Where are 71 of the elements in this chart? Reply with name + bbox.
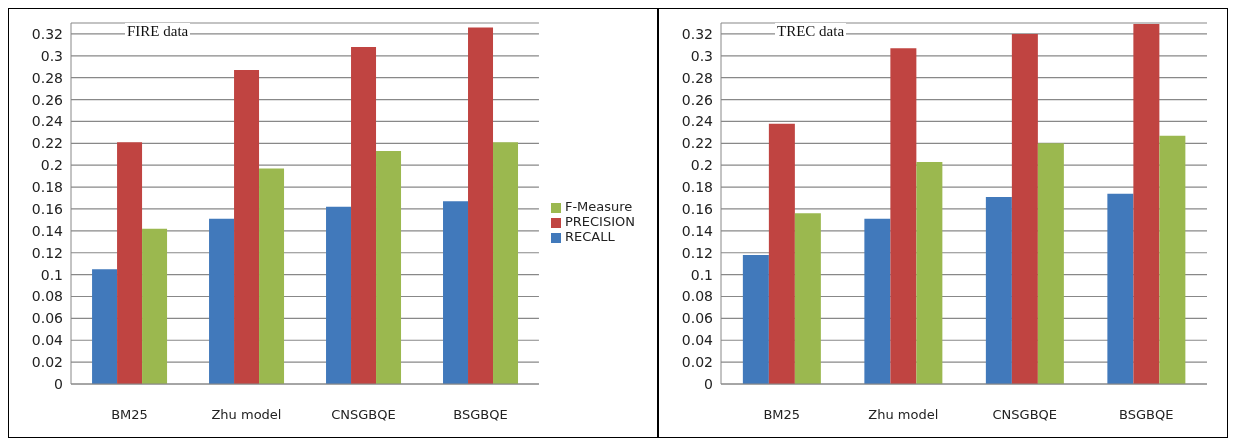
legend-label: PRECISION: [564, 214, 635, 229]
y-tick-label: 0.22: [681, 135, 713, 152]
x-tick-label: BSGBQE: [1119, 407, 1174, 423]
bar: [985, 196, 1012, 384]
bar: [1107, 193, 1134, 384]
y-tick-label: 0.18: [31, 179, 63, 196]
bar: [1037, 143, 1064, 384]
y-tick-label: 0.18: [681, 179, 713, 196]
y-tick-label: 0.2: [40, 157, 63, 174]
y-tick-label: 0.02: [681, 354, 713, 371]
x-tick-label: Zhu model: [868, 407, 939, 423]
y-tick-label: 0.08: [31, 288, 63, 305]
y-tick-label: 0.22: [31, 135, 63, 152]
bar: [117, 142, 143, 384]
x-tick-label: CNSGBQE: [992, 407, 1057, 423]
bar: [1133, 24, 1160, 384]
y-tick-label: 0.26: [31, 91, 64, 108]
y-tick-label: 0.28: [31, 69, 63, 86]
bar: [794, 213, 821, 384]
y-tick-label: 0.1: [690, 266, 713, 283]
y-tick-label: 0.06: [681, 310, 714, 327]
y-tick-label: 0.12: [31, 244, 63, 261]
bar: [468, 27, 494, 384]
bar: [234, 70, 260, 384]
legend-label: F-Measure: [564, 199, 633, 214]
bar: [890, 48, 917, 384]
bar: [92, 269, 118, 384]
bar: [742, 254, 769, 384]
y-tick-label: 0.32: [31, 25, 63, 42]
bar: [351, 47, 377, 384]
bar: [209, 218, 235, 384]
legend-label: RECALL: [564, 229, 615, 244]
bar: [1159, 135, 1186, 384]
bar: [768, 123, 795, 384]
y-tick-label: 0: [704, 375, 713, 392]
bar: [1011, 33, 1038, 384]
y-tick-label: 0.2: [690, 157, 713, 174]
x-tick-label: BSGBQE: [453, 407, 508, 423]
y-tick-label: 0: [54, 375, 63, 392]
bar: [443, 201, 469, 384]
y-tick-label: 0.16: [31, 200, 64, 217]
chart-title: FIRE data: [125, 23, 191, 40]
bar: [864, 218, 891, 384]
y-tick-label: 0.04: [31, 332, 64, 349]
bar: [493, 142, 519, 384]
y-tick-label: 0.02: [31, 354, 63, 371]
bar: [142, 228, 168, 384]
y-tick-label: 0.3: [40, 47, 63, 64]
y-tick-label: 0.04: [681, 332, 714, 349]
y-tick-label: 0.14: [681, 222, 714, 239]
bar: [259, 168, 285, 384]
y-tick-label: 0.24: [31, 113, 64, 130]
bar: [916, 161, 943, 384]
y-tick-label: 0.1: [40, 266, 63, 283]
y-tick-label: 0.26: [681, 91, 714, 108]
y-tick-label: 0.3: [690, 47, 713, 64]
x-tick-label: Zhu model: [211, 407, 282, 423]
x-tick-label: CNSGBQE: [331, 407, 396, 423]
y-tick-label: 0.28: [681, 69, 713, 86]
bar: [376, 150, 402, 384]
y-tick-label: 0.32: [681, 25, 713, 42]
y-tick-label: 0.14: [31, 222, 64, 239]
y-tick-label: 0.06: [31, 310, 64, 327]
y-tick-label: 0.24: [681, 113, 714, 130]
y-tick-label: 0.16: [681, 200, 714, 217]
chart-title: TREC data: [775, 23, 847, 40]
x-tick-label: BM25: [111, 407, 148, 423]
x-tick-label: BM25: [763, 407, 801, 423]
y-tick-label: 0.08: [681, 288, 713, 305]
y-tick-label: 0.12: [681, 244, 713, 261]
bar: [326, 206, 352, 384]
